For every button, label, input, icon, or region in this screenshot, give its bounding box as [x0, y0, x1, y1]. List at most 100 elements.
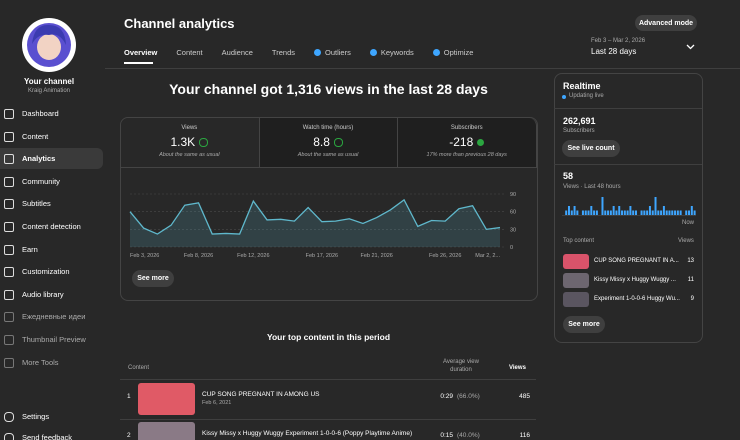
nav-item[interactable]: Earn	[22, 244, 38, 254]
subscriber-count: 262,691	[563, 116, 596, 126]
duration: 0:29	[440, 393, 453, 400]
bar	[690, 206, 693, 215]
bar	[621, 210, 624, 215]
metric-note: About the same as usual	[297, 152, 359, 158]
advanced-mode-button[interactable]: Advanced mode	[635, 15, 697, 31]
thumbnail[interactable]	[563, 254, 589, 269]
avatar[interactable]	[22, 18, 76, 72]
metric-cell[interactable]	[121, 118, 260, 168]
dropdown-chevron[interactable]	[686, 44, 695, 50]
thumbnail[interactable]	[563, 292, 589, 307]
percent: (40.0%)	[457, 432, 480, 439]
page-title: Channel analytics	[124, 16, 235, 31]
nav-icon	[4, 222, 14, 232]
nav-item[interactable]: Content	[22, 131, 49, 141]
tab[interactable]: Trends	[272, 48, 295, 57]
top-views: 11	[687, 277, 694, 283]
bar	[651, 210, 654, 215]
top-title[interactable]: Kissy Missy x Huggy Wuggy ...	[594, 277, 676, 283]
nav-icon	[4, 267, 14, 278]
realtime-bars	[562, 197, 696, 216]
bar	[604, 210, 607, 215]
nav-item[interactable]: Settings	[22, 412, 50, 421]
metric-note: About the same as usual	[159, 152, 220, 158]
nav-item[interactable]: Ежедневные идеи	[22, 312, 86, 322]
tab-label: Outliers	[325, 48, 351, 57]
nav-item[interactable]: Content detection	[22, 222, 81, 231]
nav-icon	[4, 412, 14, 422]
video-date: Feb 6, 2021	[202, 400, 232, 406]
tab[interactable]: Outliers	[314, 48, 351, 57]
divider	[554, 164, 702, 165]
bar	[595, 210, 598, 215]
nav-item[interactable]: Analytics	[22, 154, 56, 164]
views-column: Views	[678, 238, 694, 244]
views: 116	[519, 432, 530, 439]
bar	[576, 210, 579, 215]
bar	[590, 206, 593, 215]
bar	[634, 210, 637, 215]
tab[interactable]: Overview	[124, 48, 157, 57]
top-title[interactable]: CUP SONG PREGNANT IN A...	[594, 258, 679, 264]
live-count-button[interactable]: See live count	[562, 140, 620, 157]
nav-icon	[4, 244, 14, 255]
x-tick-label: Feb 8, 2026	[184, 253, 213, 259]
nav-item[interactable]: Thumbnail Preview	[22, 335, 86, 344]
tab[interactable]: Content	[176, 48, 202, 57]
thumbnail[interactable]	[138, 422, 195, 440]
views-chart: 0 30 60 90 Feb 3, 2026 Feb 8, 2026 Feb 12, 202…	[129, 192, 516, 259]
divider	[120, 379, 536, 380]
top-views: 9	[690, 296, 694, 302]
video-title[interactable]: Kissy Missy x Huggy Wuggy Experiment 1-0…	[202, 430, 413, 437]
bar	[623, 210, 626, 215]
bar	[573, 206, 576, 215]
bar	[665, 210, 668, 215]
metric-cell[interactable]	[259, 118, 399, 168]
nav-item[interactable]: Subtitles	[22, 199, 51, 209]
nav-item[interactable]: Dashboard	[22, 109, 59, 118]
tab[interactable]: Keywords	[369, 48, 414, 57]
metric-label: Views	[181, 125, 198, 131]
tab-icon	[432, 49, 440, 56]
nav-item[interactable]: Community	[22, 176, 60, 186]
nav-item[interactable]: Send feedback	[22, 433, 73, 440]
nav-item[interactable]: Customization	[22, 267, 70, 277]
bar	[581, 210, 584, 215]
metric-value-row: 8.8	[259, 135, 398, 149]
nav-icon	[4, 289, 14, 300]
bar	[679, 210, 682, 215]
top-content-label: Top content	[563, 238, 595, 244]
nav-item[interactable]: More Tools	[22, 357, 59, 367]
tabs: Overview Content Audience Trends Outliers Key…	[124, 48, 473, 57]
bar	[688, 210, 691, 215]
nav-icon	[4, 312, 14, 323]
bar	[668, 210, 671, 215]
subscriber-label: Subscribers	[563, 128, 595, 134]
thumbnail[interactable]	[138, 383, 195, 415]
channel-title: Your channel	[23, 77, 75, 86]
metric-value: -218	[449, 135, 474, 149]
period[interactable]: Last 28 days	[591, 47, 637, 56]
tab[interactable]: Optimize	[432, 48, 473, 57]
bar	[657, 210, 660, 215]
realtime-see-more[interactable]: See more	[563, 316, 605, 333]
thumbnail[interactable]	[563, 273, 589, 288]
tab[interactable]: Audience	[222, 48, 253, 57]
x-tick-label: Feb 3, 2026	[130, 253, 159, 259]
headline: Your channel got 1,316 views in the last…	[169, 81, 488, 97]
x-tick-label: Feb 17, 2026	[306, 253, 338, 259]
top-content-title: Your top content in this period	[266, 332, 391, 342]
column-header: Average view duration	[443, 359, 479, 373]
nav-icon	[4, 154, 14, 165]
bar	[671, 210, 674, 215]
top-title[interactable]: Experiment 1-0-0-6 Huggy Wu...	[594, 296, 680, 302]
see-more-button[interactable]: See more	[132, 270, 174, 287]
nav-item[interactable]: Audio library	[22, 289, 64, 299]
x-tick-label: Feb 21, 2026	[360, 253, 392, 259]
metric-cell[interactable]	[398, 118, 538, 168]
video-title[interactable]: CUP SONG PREGNANT IN AMONG US	[202, 391, 320, 398]
live-dot	[562, 95, 566, 99]
views: 485	[519, 393, 530, 400]
metric-note: 17% more than previous 28 days	[426, 152, 507, 158]
